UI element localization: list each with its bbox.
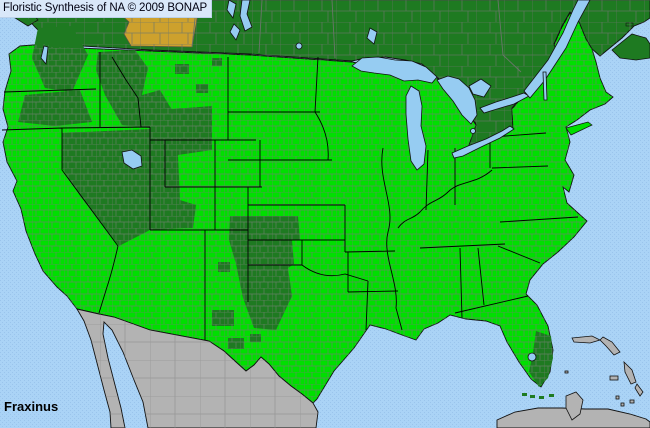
georgian-bay — [468, 78, 492, 98]
lake-superior — [351, 56, 438, 84]
state-border-lines — [1, 52, 579, 342]
great-salt-lake — [121, 149, 143, 170]
long-island — [565, 121, 593, 136]
cat-island — [634, 383, 644, 397]
eleuthera — [623, 360, 637, 385]
map-title: Floristic Synthesis of NA © 2009 BONAP — [0, 0, 213, 18]
islands — [496, 121, 650, 428]
nova-scotia — [611, 33, 650, 61]
puget-sound — [40, 45, 49, 65]
exuma-2 — [620, 402, 625, 407]
new-providence — [609, 375, 619, 381]
lake-nipigon — [366, 27, 378, 45]
lake-winnipeg — [239, 0, 253, 32]
taxon-label: Fraxinus — [4, 399, 59, 414]
lake-erie — [451, 125, 515, 159]
abaco — [599, 336, 621, 356]
bahamas — [564, 335, 644, 421]
lake-okeechobee — [527, 352, 537, 362]
florida-keys — [522, 393, 554, 399]
bimini — [564, 370, 569, 374]
andros — [565, 391, 584, 421]
canada-province-lines — [191, 0, 522, 73]
lake-champlain — [542, 71, 548, 101]
grand-bahama — [571, 335, 602, 344]
lake-manitoba — [229, 23, 241, 41]
long-island-bahamas — [629, 399, 635, 404]
exuma-1 — [615, 395, 620, 400]
lake-st-clair — [470, 128, 476, 134]
st-lawrence-river — [523, 0, 591, 99]
lake-winnipegosis — [226, 0, 237, 19]
lake-of-the-woods — [295, 42, 303, 50]
lakes — [40, 0, 591, 362]
lake-huron — [436, 75, 478, 125]
mexico-states-overlay — [77, 309, 318, 428]
lake-michigan — [405, 85, 427, 171]
